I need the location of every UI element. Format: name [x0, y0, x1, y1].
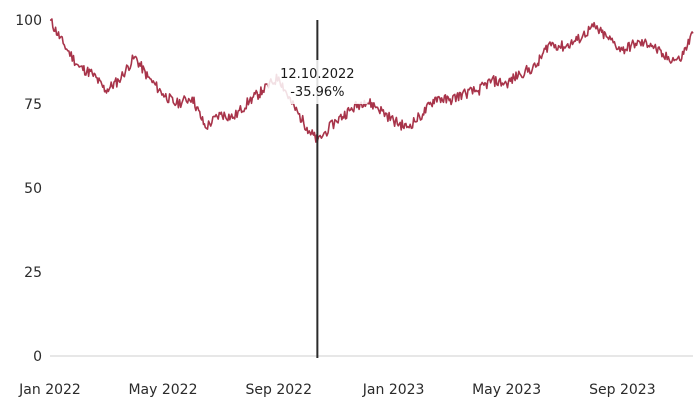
y-tick-label-25: 25 [24, 265, 42, 281]
x-tick-label-may-2022: May 2022 [128, 382, 197, 398]
x-tick-label-sep-2023: Sep 2023 [589, 382, 655, 398]
tooltip-value: -35.96% [290, 85, 344, 100]
x-tick-label-may-2023: May 2023 [472, 382, 541, 398]
x-tick-label-sep-2022: Sep 2022 [246, 382, 312, 398]
y-tick-label-75: 75 [24, 97, 42, 113]
x-tick-label-jan-2022: Jan 2022 [18, 382, 81, 398]
y-tick-label-100: 100 [15, 13, 42, 29]
tooltip-date: 12.10.2022 [280, 67, 354, 82]
x-tick-label-jan-2023: Jan 2023 [362, 382, 425, 398]
y-tick-label-0: 0 [33, 349, 42, 365]
series-line [49, 18, 694, 143]
tooltip-box [267, 60, 368, 104]
y-tick-label-50: 50 [24, 181, 42, 197]
